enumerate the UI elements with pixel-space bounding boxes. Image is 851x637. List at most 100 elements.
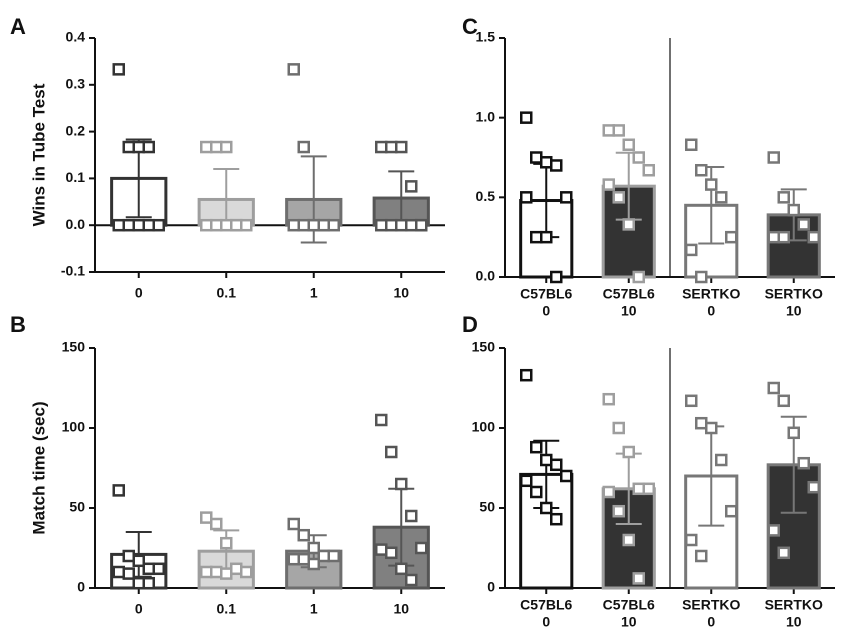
data-point [550, 512, 563, 526]
data-point [602, 485, 615, 499]
data-point [695, 416, 708, 430]
data-point [297, 140, 310, 154]
data-point [632, 151, 645, 164]
x-tick-label: 0 [135, 601, 143, 617]
data-point [395, 477, 408, 491]
data-point [112, 484, 125, 497]
data-point [705, 178, 718, 191]
x-tick-label: C57BL6 [520, 597, 572, 613]
data-point [530, 151, 543, 164]
data-point [622, 218, 635, 231]
data-point [807, 230, 820, 244]
data-point [705, 421, 718, 435]
x-tick-label: 10 [393, 601, 409, 617]
x-tick-label: SERTKO [682, 286, 740, 302]
data-point [122, 218, 135, 232]
data-point [550, 270, 563, 284]
data-point [415, 218, 428, 232]
data-point [685, 243, 698, 257]
data-point [142, 218, 155, 232]
data-point [602, 124, 615, 137]
data-point [142, 576, 155, 590]
data-point [240, 565, 253, 579]
data-point [395, 562, 408, 576]
data-point [622, 533, 635, 547]
data-point [787, 426, 800, 440]
x-tick-label: 10 [621, 614, 637, 630]
data-point [642, 482, 655, 496]
y-tick-label: 0 [77, 579, 85, 595]
data-point [327, 549, 340, 563]
data-point [200, 218, 213, 232]
y-tick-label: 0.0 [476, 268, 496, 284]
data-point [550, 159, 563, 172]
y-tick-label: 1.5 [476, 29, 496, 45]
y-tick-label: 0.5 [476, 188, 496, 204]
data-point [385, 140, 398, 154]
y-tick-label: 150 [62, 339, 86, 355]
data-point [807, 480, 820, 494]
data-point [560, 191, 573, 204]
data-point [540, 501, 553, 515]
data-point [777, 191, 790, 204]
data-point [632, 482, 645, 496]
data-point [230, 562, 243, 576]
data-point [602, 392, 615, 406]
data-point [375, 218, 388, 232]
data-point [695, 270, 708, 284]
data-point [142, 562, 155, 576]
panel-letter: C [462, 14, 478, 39]
data-point [112, 218, 125, 232]
data-point [200, 140, 213, 154]
y-tick-label: 1.0 [476, 108, 496, 124]
data-point [210, 517, 223, 531]
data-point [777, 546, 790, 560]
data-point [220, 567, 233, 580]
data-point [385, 218, 398, 232]
data-point [287, 218, 300, 232]
data-point [375, 543, 388, 556]
data-point [695, 163, 708, 177]
x-tick-label: 10 [621, 303, 637, 319]
data-point [520, 191, 533, 204]
data-point [520, 368, 533, 382]
x-tick-label: 0 [707, 303, 715, 319]
data-point [307, 218, 320, 232]
data-point [395, 218, 408, 232]
y-tick-label: 100 [472, 419, 496, 435]
data-point [520, 474, 533, 488]
data-point [200, 565, 213, 579]
data-point [122, 567, 135, 580]
x-tick-label: 10 [786, 303, 802, 319]
data-point [395, 140, 408, 154]
data-point [122, 140, 135, 154]
data-point [540, 453, 553, 467]
data-point [210, 218, 223, 232]
x-tick-label: 0 [707, 614, 715, 630]
x-tick-label: C57BL6 [603, 597, 655, 613]
data-point [405, 509, 418, 523]
data-point [777, 394, 790, 408]
data-point [297, 552, 310, 566]
y-tick-label: 50 [479, 499, 495, 515]
x-tick-label: 0.1 [217, 601, 237, 617]
data-point [240, 218, 253, 232]
data-point [642, 163, 655, 177]
panel-letter: A [10, 14, 26, 39]
x-tick-label: 10 [786, 614, 802, 630]
data-point [152, 562, 165, 576]
data-point [520, 111, 533, 124]
x-tick-label: SERTKO [765, 597, 823, 613]
data-point [122, 549, 135, 563]
data-point [797, 456, 810, 470]
data-point [530, 485, 543, 499]
x-tick-label: 0.1 [217, 285, 237, 301]
y-tick-label: 100 [62, 419, 86, 435]
data-point [415, 541, 428, 555]
panel-letter: B [10, 312, 26, 337]
y-tick-label: 150 [472, 339, 496, 355]
data-point [297, 528, 310, 542]
data-point [385, 546, 398, 560]
y-tick-label: 0.4 [66, 29, 86, 45]
